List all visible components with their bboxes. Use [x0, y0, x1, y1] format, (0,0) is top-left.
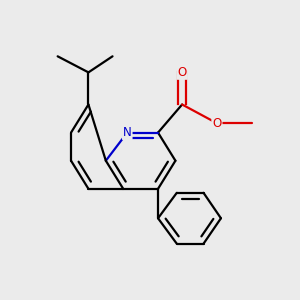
- Text: O: O: [212, 117, 221, 130]
- Text: O: O: [178, 66, 187, 79]
- Text: N: N: [123, 126, 132, 139]
